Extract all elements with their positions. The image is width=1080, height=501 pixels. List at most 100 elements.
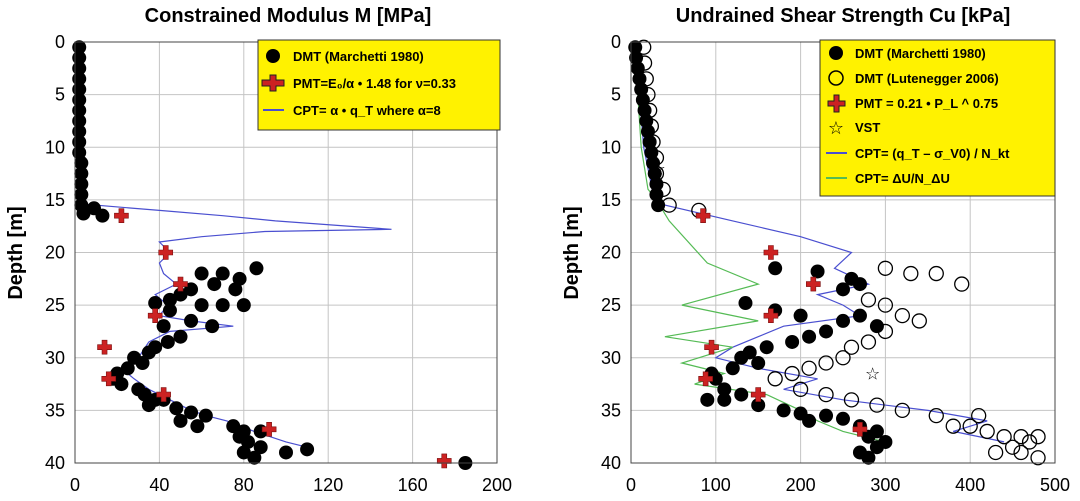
data-point-dot	[751, 398, 766, 413]
data-point-dot	[72, 113, 87, 128]
data-point-dot	[852, 308, 867, 323]
data-point-dot	[72, 50, 87, 65]
data-point-circle	[911, 313, 927, 329]
data-point-dot	[215, 266, 230, 281]
data-point-circle	[818, 386, 834, 403]
data-point-circle	[636, 55, 653, 71]
data-point-dot	[759, 340, 774, 355]
data-point-circle	[928, 265, 944, 282]
data-point-circle	[636, 39, 652, 55]
data-point-dot	[836, 282, 850, 297]
chart-title: Undrained Shear Strength Cu [kPa]	[676, 5, 1011, 27]
legend-label: CPT= α • q_T where α=8	[293, 103, 441, 118]
data-point-dot	[215, 298, 230, 313]
data-point-dot	[861, 450, 876, 465]
data-point-dot	[793, 308, 808, 323]
data-point-dot	[751, 356, 766, 371]
data-point-dot	[72, 82, 87, 97]
data-point-circle	[987, 444, 1004, 461]
x-tick-label: 40	[149, 475, 169, 495]
data-point-dot	[72, 124, 87, 139]
data-point-dot	[72, 71, 87, 86]
data-point-circle	[1030, 450, 1046, 466]
data-point-circle	[860, 292, 877, 308]
data-point-dot	[72, 61, 87, 76]
data-point-circle	[767, 371, 783, 387]
data-point-dot	[184, 313, 199, 328]
data-point-dot	[198, 408, 213, 423]
data-point-circle	[979, 423, 995, 440]
data-point-dot	[785, 334, 800, 349]
data-point-dot	[184, 405, 199, 420]
star-icon: ☆	[828, 118, 844, 138]
data-point-dot	[74, 166, 89, 181]
data-point-circle	[843, 392, 860, 408]
y-tick-label: 10	[601, 137, 621, 157]
data-point-cross	[852, 422, 868, 437]
data-point-cross	[763, 245, 779, 260]
x-tick-label: 0	[70, 475, 80, 495]
y-tick-label: 15	[45, 190, 65, 210]
data-point-dot	[810, 264, 825, 279]
legend-label: DMT (Lutenegger 2006)	[855, 71, 999, 86]
data-point-cross	[158, 245, 174, 260]
data-point-dot	[642, 134, 657, 149]
data-point-dot	[72, 134, 87, 149]
data-point-circle	[784, 365, 800, 382]
data-point-dot	[226, 419, 241, 434]
data-point-circle	[860, 334, 877, 350]
x-tick-label: 200	[786, 475, 816, 495]
y-tick-label: 25	[601, 295, 621, 315]
data-point-dot	[819, 324, 834, 339]
y-axis-label: Depth [m]	[561, 206, 583, 299]
data-point-dot	[802, 329, 817, 344]
legend-label: PMT=E₀/α • 1.48 for ν=0.33	[293, 76, 456, 91]
data-point-cross	[156, 387, 171, 402]
legend-label: DMT (Marchetti 1980)	[855, 46, 986, 61]
data-point-circle	[801, 360, 817, 376]
data-point-circle	[962, 418, 978, 434]
data-point-star: ☆	[865, 365, 880, 384]
data-point-dot	[162, 292, 177, 307]
data-point-cross	[97, 339, 112, 355]
data-point-dot	[72, 103, 87, 118]
data-point-dot	[95, 208, 110, 223]
data-point-circle	[648, 165, 665, 182]
data-point-circle	[642, 102, 658, 119]
data-point-circle	[903, 265, 919, 282]
data-point-circle	[645, 134, 661, 150]
data-point-circle	[843, 339, 860, 355]
data-point-dot	[205, 319, 220, 334]
data-point-dot	[802, 413, 817, 428]
data-point-dot	[120, 361, 135, 376]
data-point-dot	[72, 145, 87, 160]
data-point-dot	[649, 187, 664, 202]
y-tick-label: 35	[45, 400, 65, 420]
data-point-dot	[738, 296, 753, 311]
data-point-dot	[628, 40, 643, 55]
data-point-cross	[114, 208, 129, 223]
data-point-dot	[76, 206, 91, 221]
data-point-dot	[232, 271, 247, 286]
data-point-dot	[156, 319, 171, 334]
data-point-dot	[836, 411, 850, 426]
data-point-dot	[819, 408, 834, 423]
data-point-circle	[877, 260, 894, 276]
legend-cross-marker	[827, 94, 846, 113]
data-point-circle	[638, 71, 654, 87]
legend-circle-marker	[828, 70, 844, 86]
data-point-dot	[207, 277, 222, 292]
data-point-dot	[236, 445, 251, 460]
data-point-dot	[74, 156, 89, 171]
data-point-dot	[194, 298, 209, 313]
data-point-dot	[734, 350, 749, 365]
y-tick-label: 30	[601, 348, 621, 368]
x-tick-label: 300	[870, 475, 900, 495]
y-tick-label: 5	[55, 85, 65, 105]
data-point-cross	[763, 308, 779, 323]
data-point-dot	[74, 187, 89, 202]
data-point-dot	[72, 40, 87, 55]
data-point-circle	[996, 429, 1012, 445]
data-point-dot	[173, 287, 188, 302]
